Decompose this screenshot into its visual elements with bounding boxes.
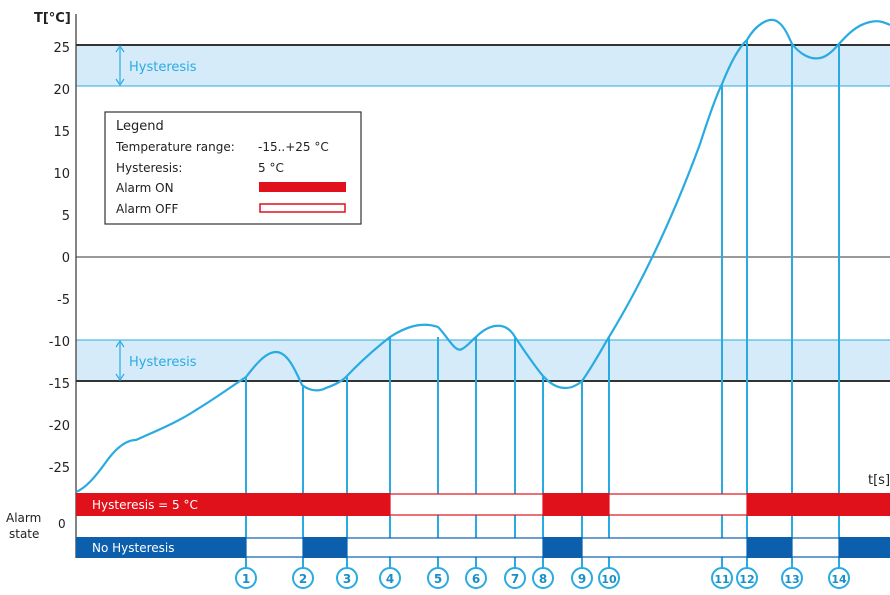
legend-alarm-on-label: Alarm ON xyxy=(116,181,174,195)
y-tick-label: 20 xyxy=(53,83,70,98)
event-markers: 1 2 3 4 5 6 7 8 9 10 11 12 13 14 xyxy=(235,567,850,589)
event-marker-circle xyxy=(465,567,487,589)
event-marker-circle xyxy=(711,567,733,589)
event-marker: 3 xyxy=(336,567,358,589)
event-marker-circle xyxy=(828,567,850,589)
upper-hysteresis-band xyxy=(76,45,890,86)
event-lines xyxy=(245,40,840,568)
event-marker-number: 13 xyxy=(784,573,799,586)
event-marker-number: 4 xyxy=(386,572,394,586)
no-hysteresis-alarm-row: No Hysteresis xyxy=(76,537,890,558)
nohyst-alarm-on-5 xyxy=(839,537,890,558)
legend-box: Legend Temperature range: -15..+25 °C Hy… xyxy=(104,111,362,225)
event-marker-circle xyxy=(504,567,526,589)
event-marker: 6 xyxy=(465,567,487,589)
event-marker-circle xyxy=(292,567,314,589)
event-marker-circle xyxy=(598,567,620,589)
event-marker: 8 xyxy=(532,567,554,589)
event-marker-circle xyxy=(571,567,593,589)
event-marker-circle xyxy=(532,567,554,589)
event-marker-number: 6 xyxy=(472,572,480,586)
event-marker-number: 12 xyxy=(739,573,754,586)
event-marker-number: 9 xyxy=(578,572,586,586)
lower-hysteresis-band xyxy=(76,340,890,381)
event-marker-number: 14 xyxy=(831,573,847,586)
nohyst-alarm-off-1 xyxy=(245,537,304,558)
event-marker-number: 7 xyxy=(511,572,519,586)
hyst-alarm-off-2 xyxy=(608,493,748,516)
event-marker: 11 xyxy=(711,567,733,589)
hysteresis-alarm-row: Hysteresis = 5 °C xyxy=(76,493,890,516)
x-axis-label: t[s] xyxy=(868,473,890,488)
legend-hysteresis-value: 5 °C xyxy=(258,161,284,175)
nohyst-alarm-on-3 xyxy=(543,537,582,558)
event-marker-number: 10 xyxy=(601,573,617,586)
legend-alarm-off-swatch xyxy=(259,203,346,213)
legend-alarm-off-label: Alarm OFF xyxy=(116,202,178,216)
event-marker: 2 xyxy=(292,567,314,589)
lower-hysteresis-annotation: Hysteresis xyxy=(115,339,197,382)
event-marker-circle xyxy=(427,567,449,589)
event-marker: 10 xyxy=(598,567,620,589)
nohyst-alarm-off-3 xyxy=(581,537,748,558)
origin-label: 0 xyxy=(58,517,66,531)
legend-range-label: Temperature range: xyxy=(115,140,235,154)
temperature-curve xyxy=(75,18,890,494)
alarm-state-label-line1: Alarm xyxy=(6,511,41,525)
alarm-state-label-line2: state xyxy=(9,527,39,541)
hyst-alarm-on-1 xyxy=(76,493,390,516)
y-tick-label: 0 xyxy=(62,251,70,266)
nohyst-alarm-off-2 xyxy=(346,537,544,558)
hyst-alarm-on-2 xyxy=(543,493,609,516)
event-marker: 7 xyxy=(504,567,526,589)
event-marker-number: 11 xyxy=(714,573,729,586)
event-marker: 14 xyxy=(828,567,850,589)
legend-alarm-on-swatch xyxy=(259,182,346,192)
event-marker: 1 xyxy=(235,567,257,589)
nohyst-alarm-off-4 xyxy=(791,537,840,558)
event-marker: 12 xyxy=(736,567,758,589)
hysteresis-row-label: Hysteresis = 5 °C xyxy=(92,498,198,512)
y-tick-label: -5 xyxy=(57,293,70,308)
event-marker-circle xyxy=(736,567,758,589)
nohyst-alarm-on-2 xyxy=(303,537,347,558)
event-marker: 5 xyxy=(427,567,449,589)
event-marker-circle xyxy=(379,567,401,589)
nohyst-alarm-on-1 xyxy=(76,537,246,558)
y-axis-label: T[°C] xyxy=(34,11,71,26)
event-marker: 9 xyxy=(571,567,593,589)
event-marker-circle xyxy=(336,567,358,589)
legend-title: Legend xyxy=(116,119,164,134)
event-marker-number: 1 xyxy=(242,572,250,586)
event-marker: 13 xyxy=(781,567,803,589)
y-tick-label: -20 xyxy=(49,419,70,434)
upper-hysteresis-label: Hysteresis xyxy=(129,60,197,75)
event-marker-number: 2 xyxy=(299,572,307,586)
lower-hysteresis-label: Hysteresis xyxy=(129,355,197,370)
y-tick-label: -15 xyxy=(49,377,70,392)
hyst-alarm-on-3 xyxy=(747,493,890,516)
hyst-alarm-off-1 xyxy=(389,493,544,516)
y-tick-label: 25 xyxy=(53,41,70,56)
y-tick-label: 10 xyxy=(53,167,70,182)
legend-range-value: -15..+25 °C xyxy=(258,140,329,154)
event-marker-circle xyxy=(781,567,803,589)
nohyst-alarm-on-4 xyxy=(747,537,792,558)
y-tick-labels: 25 20 15 10 5 0 -5 -10 -15 -20 -25 xyxy=(49,41,70,476)
event-marker-number: 5 xyxy=(434,572,442,586)
event-marker: 4 xyxy=(379,567,401,589)
y-tick-label: -10 xyxy=(49,335,70,350)
y-tick-label: -25 xyxy=(49,461,70,476)
no-hysteresis-row-label: No Hysteresis xyxy=(92,541,175,555)
event-marker-number: 8 xyxy=(539,572,547,586)
legend-hysteresis-label: Hysteresis: xyxy=(116,161,182,175)
upper-hysteresis-annotation: Hysteresis xyxy=(115,44,197,87)
y-tick-label: 15 xyxy=(53,125,70,140)
event-marker-number: 3 xyxy=(343,572,351,586)
event-marker-circle xyxy=(235,567,257,589)
y-tick-label: 5 xyxy=(62,209,70,224)
